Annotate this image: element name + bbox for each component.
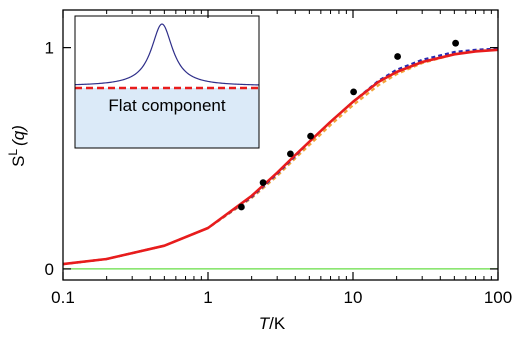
plot-frame bbox=[62, 9, 499, 281]
x-tick-label: 0.1 bbox=[51, 288, 75, 307]
data-point bbox=[238, 203, 245, 211]
x-axis-label-variable: T bbox=[259, 314, 271, 333]
data-point bbox=[350, 88, 357, 96]
series-line-2 bbox=[62, 48, 499, 266]
inset-label: Flat component bbox=[108, 96, 225, 115]
data-point bbox=[259, 179, 267, 187]
inset-panel: Flat component bbox=[74, 15, 260, 149]
y-tick-label: 0 bbox=[45, 260, 54, 279]
x-axis-label: T/K bbox=[259, 314, 286, 333]
data-points bbox=[238, 39, 459, 211]
y-axis-label-symbol: S bbox=[9, 156, 28, 167]
y-axis-label-superscript: L bbox=[6, 149, 20, 156]
inset-flat-fill bbox=[75, 88, 259, 148]
axis-ticks: 0.1 1 10 100 0 1 bbox=[45, 10, 512, 307]
y-axis-label-argument: (q) bbox=[9, 125, 28, 146]
x-axis-label-unit: /K bbox=[269, 314, 286, 333]
x-tick-label: 1 bbox=[203, 288, 212, 307]
x-tick-label: 10 bbox=[344, 288, 363, 307]
series-layer bbox=[62, 47, 499, 270]
data-point bbox=[307, 132, 314, 140]
series-line-4 bbox=[62, 48, 499, 266]
data-point bbox=[287, 150, 294, 158]
inset-peak-curve bbox=[74, 23, 260, 86]
y-tick-label: 1 bbox=[45, 39, 54, 58]
data-point bbox=[394, 53, 401, 60]
data-point bbox=[452, 39, 459, 47]
inset-frame bbox=[74, 15, 260, 149]
x-tick-label: 100 bbox=[484, 288, 512, 307]
series-line-3 bbox=[62, 47, 499, 266]
y-axis-label: SL (q) bbox=[6, 125, 28, 167]
